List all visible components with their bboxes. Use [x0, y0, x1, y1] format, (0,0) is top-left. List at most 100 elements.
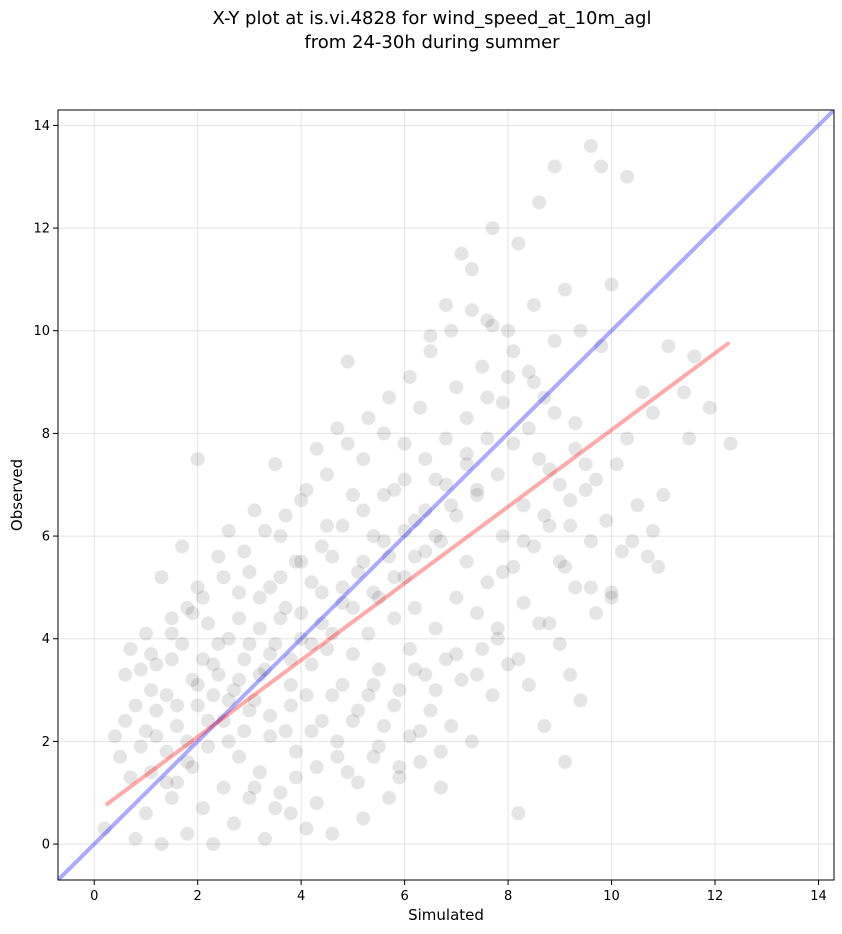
scatter-point	[283, 698, 298, 713]
scatter-point	[371, 590, 386, 605]
scatter-point	[490, 467, 505, 482]
scatter-point	[557, 754, 572, 769]
scatter-point	[413, 754, 428, 769]
scatter-point	[475, 642, 490, 656]
scatter-point	[185, 760, 200, 775]
y-tick-label: 8	[42, 427, 50, 442]
scatter-point	[263, 729, 278, 744]
y-tick-label: 12	[33, 222, 50, 237]
scatter-point	[252, 621, 267, 636]
scatter-point	[206, 688, 221, 703]
scatter-point	[335, 518, 350, 533]
scatter-point	[485, 221, 500, 236]
scatter-point	[216, 713, 231, 728]
scatter-point	[325, 549, 340, 564]
scatter-point	[645, 523, 660, 538]
scatter-point	[356, 452, 371, 467]
scatter-point	[138, 806, 153, 821]
scatter-point	[682, 431, 697, 446]
scatter-point	[169, 719, 184, 733]
scatter-point	[397, 472, 412, 487]
scatter-point	[242, 790, 257, 805]
scatter-point	[532, 616, 547, 631]
y-tick-label: 6	[42, 530, 50, 545]
scatter-point	[470, 667, 485, 682]
scatter-point	[702, 400, 717, 415]
scatter-point	[573, 693, 588, 708]
scatter-point	[402, 729, 417, 744]
scatter-point	[159, 688, 174, 703]
scatter-point	[164, 790, 179, 805]
scatter-point	[123, 770, 138, 785]
x-tick-label: 0	[90, 889, 98, 904]
scatter-point	[433, 534, 448, 549]
scatter-point	[563, 493, 578, 508]
scatter-point	[144, 647, 159, 662]
scatter-point	[387, 482, 402, 497]
y-tick-label: 14	[33, 119, 50, 134]
scatter-point	[495, 395, 510, 410]
scatter-point	[418, 503, 433, 518]
scatter-point	[325, 826, 340, 841]
x-tick-label: 2	[194, 889, 202, 904]
scatter-point	[257, 662, 272, 677]
scatter-point	[459, 457, 474, 472]
scatter-point	[288, 554, 303, 569]
scatter-point	[232, 672, 247, 687]
scatter-point	[107, 729, 122, 744]
scatter-point	[387, 570, 402, 585]
scatter-point	[366, 585, 381, 600]
scatter-point	[392, 760, 407, 775]
scatter-point	[428, 472, 443, 487]
scatter-point	[625, 534, 640, 549]
scatter-point	[480, 390, 495, 405]
scatter-point	[361, 626, 376, 641]
scatter-point	[599, 513, 614, 528]
scatter-point	[413, 724, 428, 739]
scatter-point	[351, 565, 366, 579]
scatter-point	[164, 626, 179, 641]
scatter-point	[418, 452, 433, 467]
scatter-point	[687, 349, 702, 364]
scatter-point	[526, 539, 541, 554]
scatter-point	[335, 595, 350, 610]
scatter-point	[444, 323, 459, 338]
scatter-point	[149, 657, 164, 672]
scatter-point	[273, 785, 288, 800]
scatter-point	[216, 780, 231, 795]
scatter-point	[325, 688, 340, 703]
scatter-point	[501, 369, 516, 384]
scatter-point	[351, 703, 366, 718]
scatter-point	[376, 719, 391, 733]
scatter-point	[237, 724, 252, 739]
x-tick-label: 6	[400, 889, 408, 904]
x-tick-label: 8	[504, 889, 512, 904]
scatter-point	[464, 734, 479, 749]
scatter-point	[366, 529, 381, 544]
scatter-point	[542, 518, 557, 533]
scatter-point	[583, 580, 598, 595]
scatter-point	[154, 837, 169, 852]
scatter-point	[263, 708, 278, 723]
scatter-point	[630, 498, 645, 513]
scatter-point	[661, 339, 676, 354]
scatter-point	[407, 600, 422, 615]
scatter-point	[232, 585, 247, 600]
scatter-point	[242, 565, 257, 579]
scatter-point	[552, 554, 567, 569]
scatter-point	[278, 724, 293, 739]
scatter-point	[113, 749, 128, 764]
scatter-point	[325, 626, 340, 641]
scatter-point	[221, 523, 236, 538]
scatter-point	[656, 488, 671, 502]
scatter-point	[299, 482, 314, 497]
scatter-point	[521, 677, 536, 692]
scatter-point	[164, 611, 179, 626]
scatter-point	[263, 580, 278, 595]
scatter-point	[138, 626, 153, 641]
scatter-point	[542, 462, 557, 477]
scatter-point	[294, 606, 309, 621]
scatter-point	[511, 652, 526, 667]
scatter-point	[552, 636, 567, 651]
